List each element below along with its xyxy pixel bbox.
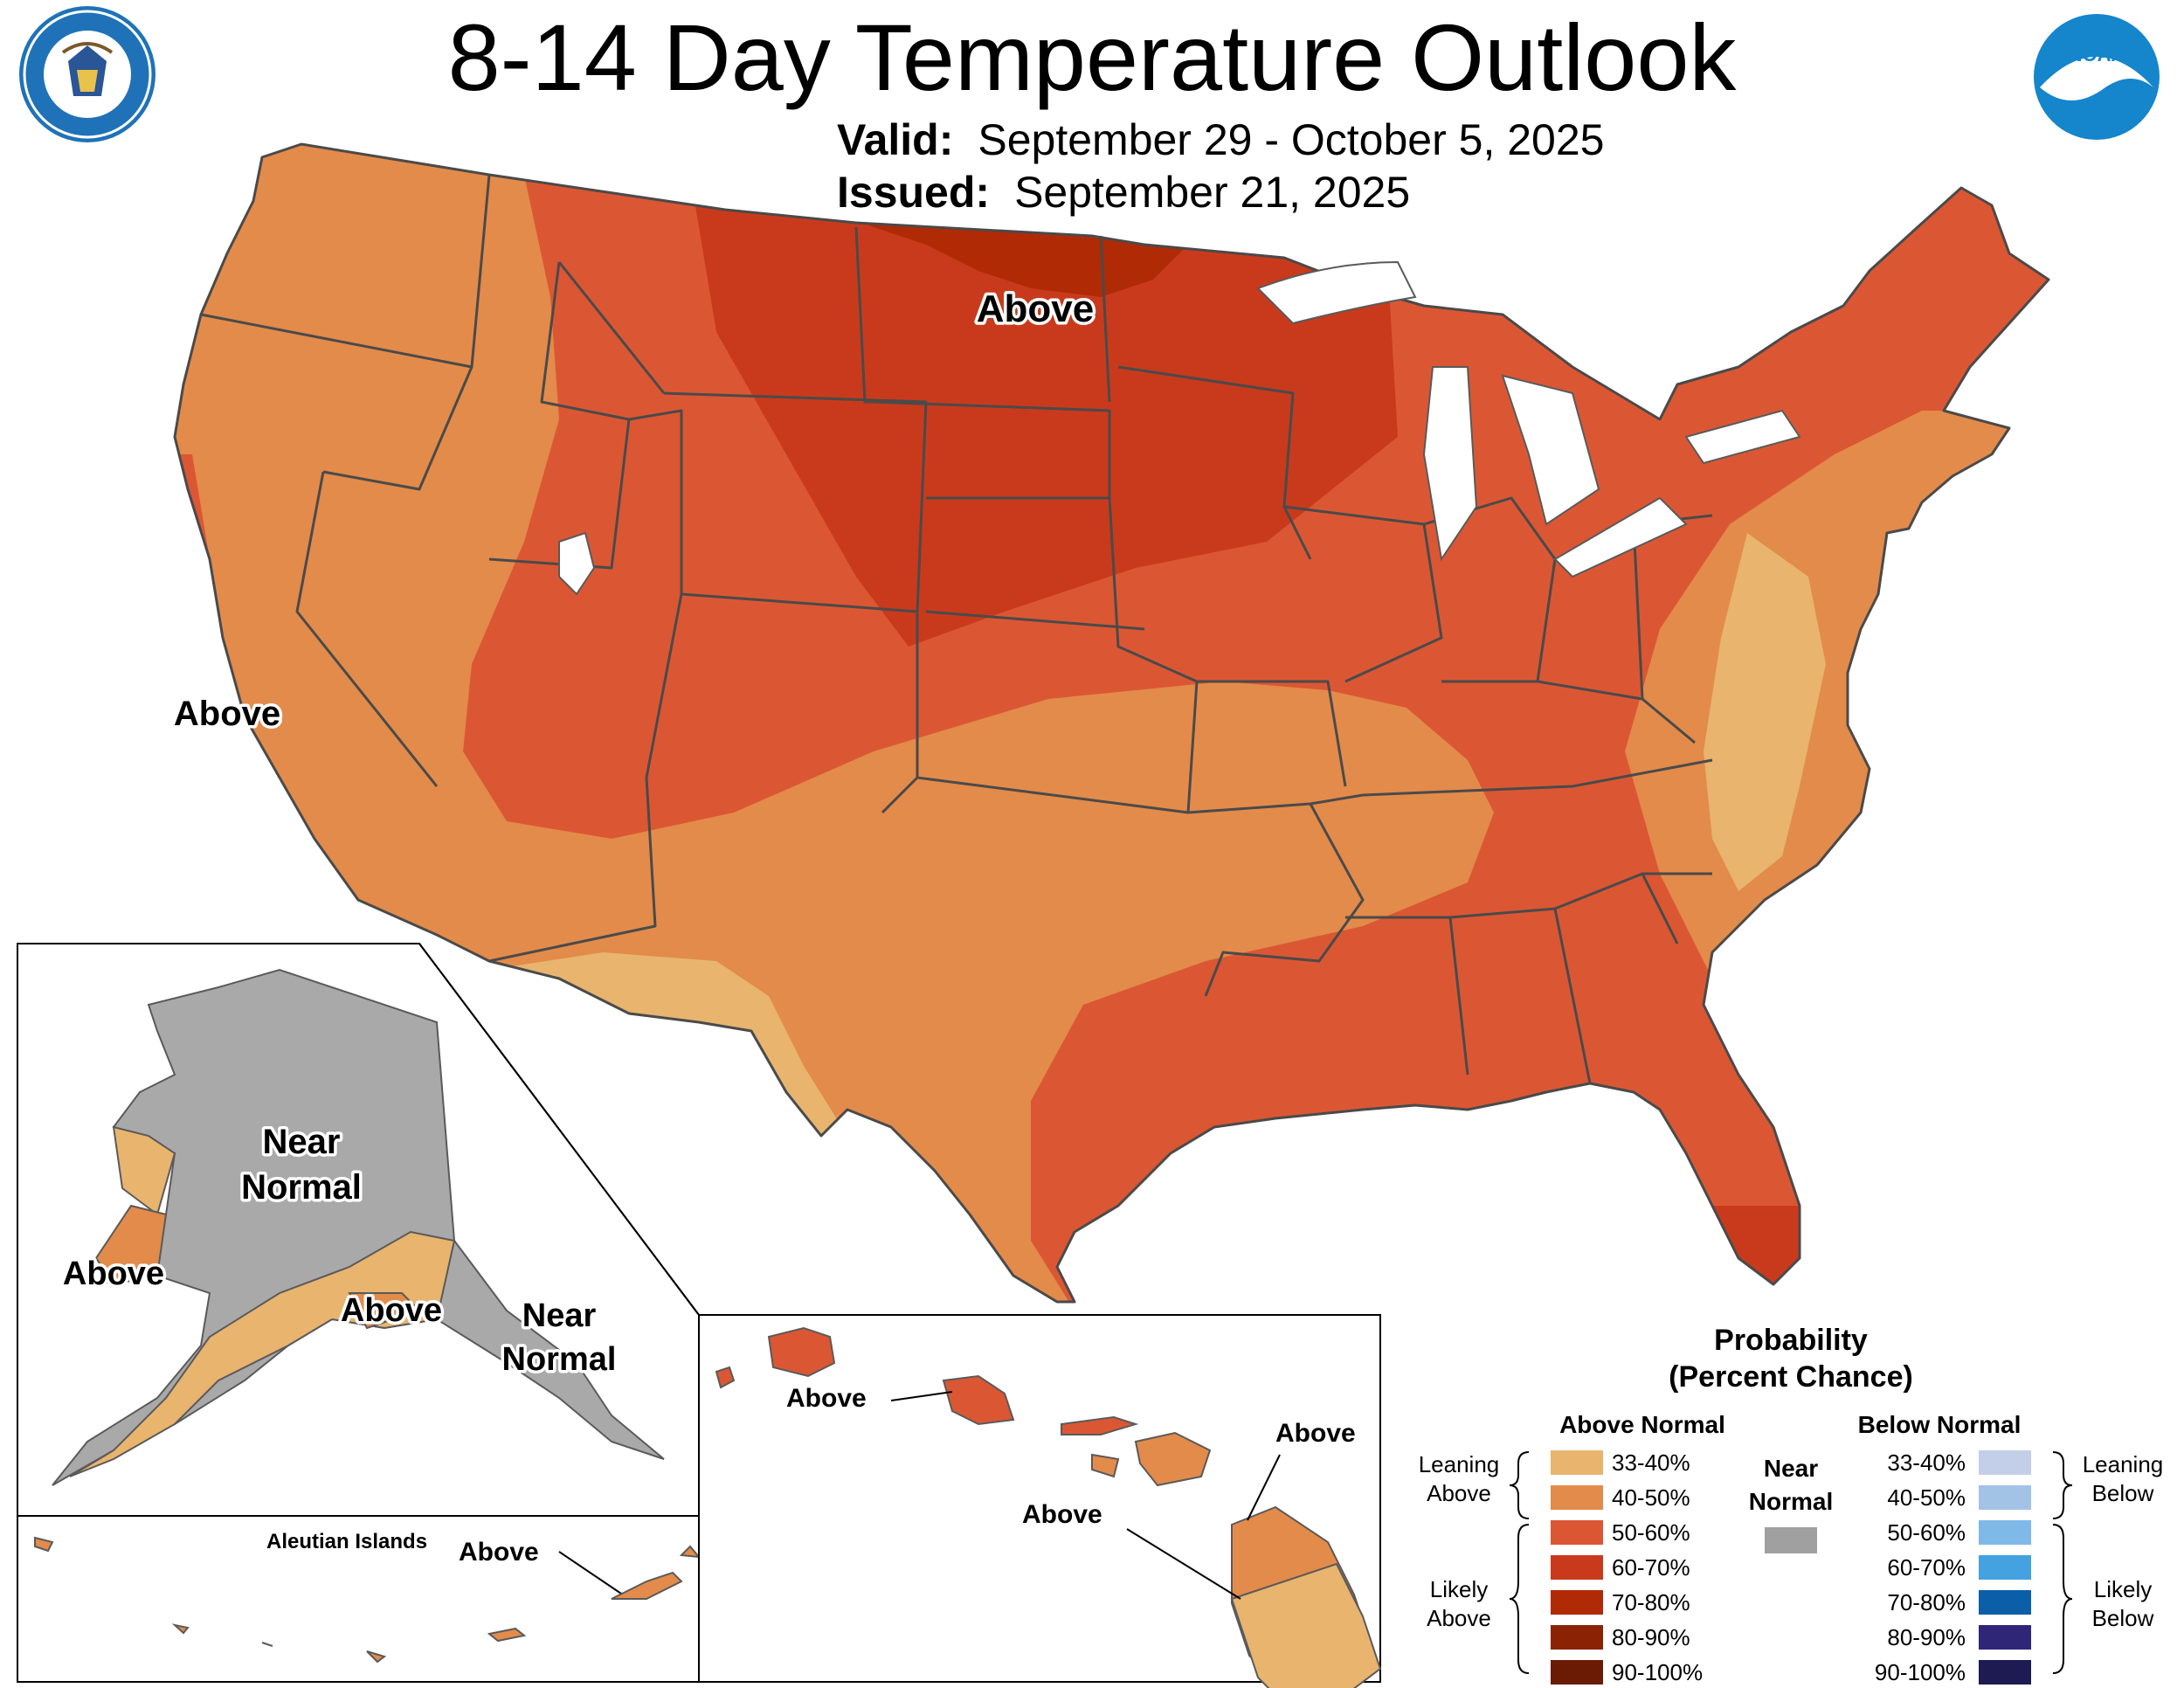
lake-superior [1256,260,1417,325]
legend-leaning-above-1: Leaning [1419,1451,1500,1477]
legend-below-swatch-3 [1979,1555,2031,1580]
niihau-island [715,1366,736,1389]
legend-below-swatch-6 [1979,1660,2031,1685]
alaska-near-label-2: Normal [241,1168,362,1207]
legend-title-1: Probability [1714,1324,1868,1357]
oahu-island [942,1374,1015,1426]
legend-title-2: (Percent Chance) [1669,1360,1913,1394]
hawaii-above-maui-label: Above [1275,1419,1356,1448]
legend-leaning-below-2: Below [2092,1480,2154,1506]
legend-above-swatch-1 [1551,1485,1603,1510]
legend-bracket-leaning-above [1509,1451,1530,1519]
legend-above-label-6: 90-100% [1612,1659,1703,1685]
legend-below-swatch-0 [1979,1450,2031,1475]
lanai-island [1091,1453,1120,1478]
legend-below-label-6: 90-100% [1875,1659,1966,1685]
conus-borders [173,142,2050,1304]
kauai-island [767,1326,836,1378]
lake-huron [1501,374,1600,526]
hawaii-inset: Above Above Above [698,1314,1382,1688]
valid-value: September 29 - October 5, 2025 [978,115,1605,164]
lake-ontario [1684,409,1801,465]
legend-near-swatch [1765,1527,1817,1553]
conus-60-70-region [690,175,1398,647]
legend-below-label-1: 40-50% [1887,1484,1966,1511]
alaska-inset: Near Normal Above Above Near Normal [17,943,700,1517]
legend-above-header: Above Normal [1559,1411,1725,1438]
conus-33-40-east-region [1704,533,1826,891]
legend-above-swatch-5 [1551,1625,1603,1650]
legend-above-label-2: 50-60% [1612,1519,1690,1546]
alaska-40-50-south-region [348,1292,421,1330]
alaska-above-south-label: Above [341,1292,442,1329]
noaa-logo-icon: NOAA [2034,14,2160,140]
issued-value: September 21, 2025 [1014,168,1411,217]
legend-below-swatch-2 [1979,1520,2031,1545]
legend-below-label-3: 60-70% [1887,1554,1966,1581]
valid-label: Valid: [837,115,954,164]
valid-dates: Valid: September 29 - October 5, 2025 [837,114,1604,166]
legend-below-label-2: 50-60% [1887,1519,1966,1546]
aleutian-inset: Aleutian Islands Above [17,1515,702,1683]
legend-below-label-5: 80-90% [1887,1624,1966,1650]
legend-above-swatch-2 [1551,1520,1603,1545]
legend-below-swatch-5 [1979,1625,2031,1650]
legend-above-label-1: 40-50% [1612,1484,1690,1511]
commerce-seal-icon [19,6,156,142]
issued-date: Issued: September 21, 2025 [837,166,1410,218]
legend-above-bins: 33-40% 40-50% 50-60% 60-70% 70-80% 80-90% 90-1… [1551,1449,1703,1685]
conus-60-70-florida-region [1712,1206,1808,1284]
big-island-33-40-region [1230,1562,1382,1688]
conus-map [175,144,2049,1302]
legend-likely-above-2: Above [1427,1605,1491,1631]
alaska-above-west-label: Above [63,1256,164,1292]
alaska-40-50-region [94,1204,168,1286]
legend-above-swatch-3 [1551,1555,1603,1580]
legend-above-swatch-0 [1551,1450,1603,1475]
legend-leaning-below-1: Leaning [2083,1451,2164,1477]
legend-above-label-4: 70-80% [1612,1589,1690,1615]
conus-west-label: Above [174,695,280,733]
legend-leaning-above-2: Above [1427,1480,1491,1506]
legend-near-label-1: Near [1764,1455,1818,1482]
alaska-se-near-label-2: Normal [502,1341,617,1378]
hawaii-above-bigisland-label: Above [1022,1500,1102,1529]
aleutian-above-label: Above [459,1538,539,1567]
alaska-near-label-1: Near [263,1123,341,1161]
page-title: 8-14 Day Temperature Outlook [447,4,1737,110]
alaska-se-near-label-1: Near [522,1297,597,1334]
legend-likely-below-2: Below [2092,1605,2154,1631]
lake-erie [1553,496,1688,578]
molokai-island [1061,1415,1139,1435]
legend-likely-below-1: Likely [2094,1576,2152,1602]
legend-below-label-4: 70-80% [1887,1589,1966,1615]
maui-island [1134,1431,1212,1487]
legend-above-label-3: 60-70% [1612,1554,1690,1581]
legend-above-swatch-6 [1551,1660,1603,1685]
conus-north-label: Above [977,287,1094,330]
legend-below-header: Below Normal [1858,1411,2022,1438]
legend-below-bins: 33-40% 40-50% 50-60% 60-70% 70-80% 80-90% 90-1… [1875,1449,2031,1685]
hawaii-above-oahu-label: Above [786,1384,867,1413]
legend: Probability (Percent Chance) Above Norma… [1419,1324,2164,1685]
legend-near-label-2: Normal [1749,1488,1833,1515]
legend-above-swatch-4 [1551,1590,1603,1615]
legend-below-swatch-1 [1979,1485,2031,1510]
lake-michigan [1422,366,1478,562]
noaa-logo-text: NOAA [2069,44,2125,66]
legend-bracket-likely-above [1509,1524,1530,1674]
legend-below-label-0: 33-40% [1887,1449,1966,1476]
legend-above-label-5: 80-90% [1612,1624,1690,1650]
legend-above-label-0: 33-40% [1612,1449,1690,1476]
aleutian-title: Aleutian Islands [266,1530,427,1553]
great-salt-lake [558,531,596,596]
legend-below-swatch-4 [1979,1590,2031,1615]
legend-bracket-leaning-below [2052,1451,2073,1519]
issued-label: Issued: [837,168,991,217]
legend-bracket-likely-below [2052,1524,2073,1674]
legend-likely-above-1: Likely [1430,1576,1488,1602]
